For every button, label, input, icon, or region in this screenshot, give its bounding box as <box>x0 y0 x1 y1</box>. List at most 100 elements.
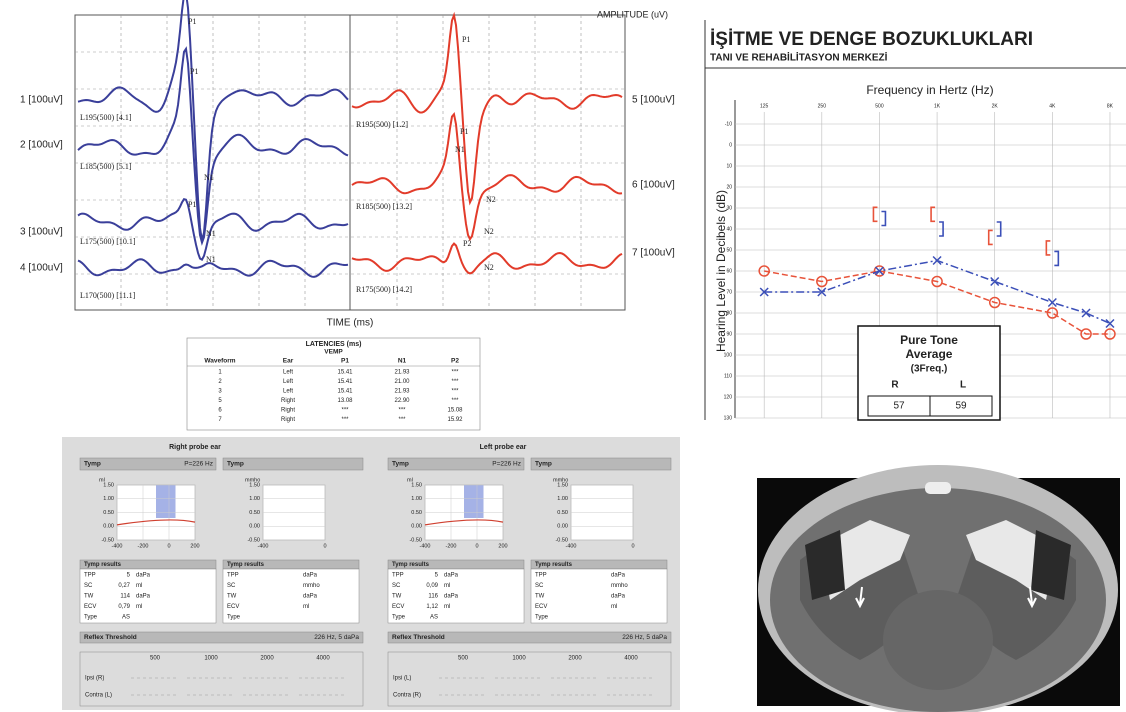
results-body <box>531 569 667 623</box>
y-tick-label: 20 <box>726 184 732 190</box>
tymp-y-tick: 1.00 <box>557 496 568 502</box>
results-cell: ml <box>444 583 450 589</box>
tymp-x-tick: -400 <box>111 543 122 549</box>
reflex-condition: 226 Hz, 5 daPa <box>314 634 359 641</box>
table-cell: 22.90 <box>394 398 410 404</box>
table-cell: Right <box>281 417 295 423</box>
panel-label: P=226 Hz <box>184 461 213 468</box>
results-cell: ml <box>444 604 450 610</box>
results-cell: Type <box>84 615 98 621</box>
pta-value: 59 <box>955 401 967 412</box>
results-cell: mmho <box>303 583 320 589</box>
results-cell: SC <box>227 583 236 589</box>
results-cell: TPP <box>535 573 547 579</box>
results-cell: ECV <box>535 604 547 610</box>
ear-title: Right probe ear <box>169 444 221 451</box>
reflex-row: Ipsi (L) <box>393 676 411 682</box>
tymp-x-tick: -200 <box>137 543 148 549</box>
tymp-y-tick: 0.50 <box>103 510 114 516</box>
bone-right-marker <box>1046 241 1050 255</box>
table-cell: 15.41 <box>337 389 353 395</box>
table-header: N1 <box>398 358 407 365</box>
results-cell: 1,12 <box>426 604 438 610</box>
trace-label: R185(500) [13.2] <box>356 202 412 211</box>
panel-label: Tymp <box>535 461 552 468</box>
results-cell: ml <box>303 604 309 610</box>
table-header: P2 <box>451 358 459 365</box>
results-cell: ECV <box>227 604 239 610</box>
peak-label: P1 <box>190 67 198 76</box>
results-cell: mmho <box>611 583 628 589</box>
results-cell: daPa <box>303 573 318 579</box>
pta-header: R <box>891 380 899 391</box>
peak-label: N2 <box>486 195 496 204</box>
y-tick-label: 120 <box>724 394 733 400</box>
audiogram-title: İŞİTME VE DENGE BOZUKLUKLARI <box>710 29 1033 50</box>
y-tick-label: 0 <box>729 142 732 148</box>
results-cell: daPa <box>303 594 318 600</box>
x-tick-label: 8K <box>1107 103 1114 109</box>
channel-label: 6 [100uV] <box>632 180 675 191</box>
tymp-x-tick: 200 <box>498 543 507 549</box>
tymp-y-tick: 1.50 <box>411 482 422 488</box>
x-tick-label: 125 <box>760 103 769 109</box>
table-cell: *** <box>451 398 459 404</box>
panel-label: Tymp <box>227 461 244 468</box>
results-cell: AS <box>430 615 438 621</box>
y-tick-label: 130 <box>724 415 733 421</box>
bone-right-marker <box>931 207 935 221</box>
reflex-freq: 1000 <box>204 656 218 662</box>
y-tick-label: 50 <box>726 247 732 253</box>
results-title: Tymp results <box>227 562 265 568</box>
peak-label: P1 <box>462 35 470 44</box>
tymp-y-tick: 1.50 <box>103 482 114 488</box>
normal-region <box>464 485 484 518</box>
tymp-y-tick: 0.00 <box>249 524 260 530</box>
peak-label: N2 <box>484 263 494 272</box>
x-tick-label: 500 <box>875 103 884 109</box>
bone-right-marker <box>873 207 877 221</box>
results-cell: ml <box>611 604 617 610</box>
trace-label: L175(500) [10.1] <box>80 237 136 246</box>
table-cell: *** <box>398 408 406 414</box>
trace-label: L195(500) [4.1] <box>80 113 132 122</box>
y-tick-label: 40 <box>726 226 732 232</box>
panel-label: P=226 Hz <box>492 461 521 468</box>
y-tick-label: 110 <box>724 373 732 379</box>
y-tick-label: 30 <box>726 205 732 211</box>
results-cell: AS <box>122 615 130 621</box>
results-cell: ECV <box>392 604 404 610</box>
tymp-x-tick: -400 <box>565 543 576 549</box>
table-cell: *** <box>341 408 349 414</box>
reflex-freq: 2000 <box>260 656 274 662</box>
y-tick-label: 60 <box>726 268 732 274</box>
results-cell: Type <box>392 615 406 621</box>
table-cell: *** <box>451 370 459 376</box>
panel-label: Tymp <box>84 461 101 468</box>
table-header: Waveform <box>204 358 235 365</box>
peak-label: N1 <box>455 145 465 154</box>
peak-label: P1 <box>188 200 196 209</box>
table-subtitle: VEMP <box>324 349 343 356</box>
results-cell: 0,27 <box>118 583 130 589</box>
tymp-unit: mmho <box>245 477 260 483</box>
bone-left-marker <box>1054 251 1058 265</box>
results-cell: daPa <box>136 573 151 579</box>
tymp-y-tick: 0.50 <box>557 510 568 516</box>
peak-label: P1 <box>188 17 196 26</box>
results-cell: TPP <box>392 573 404 579</box>
tymp-y-tick: 0.00 <box>411 524 422 530</box>
tymp-x-tick: -200 <box>445 543 456 549</box>
tymp-y-tick: 1.00 <box>249 496 260 502</box>
peak-label: N2 <box>484 227 494 236</box>
trace-label: R175(500) [14.2] <box>356 285 412 294</box>
table-cell: *** <box>398 417 406 423</box>
channel-label: 4 [100uV] <box>20 263 63 274</box>
reflex-title: Reflex Threshold <box>392 634 445 641</box>
y-tick-label: 10 <box>726 163 732 169</box>
y-tick-label: 90 <box>726 331 732 337</box>
reflex-freq: 500 <box>150 656 161 662</box>
table-cell: Right <box>281 398 295 404</box>
results-cell: daPa <box>444 573 459 579</box>
table-title: LATENCIES (ms) <box>306 341 362 348</box>
